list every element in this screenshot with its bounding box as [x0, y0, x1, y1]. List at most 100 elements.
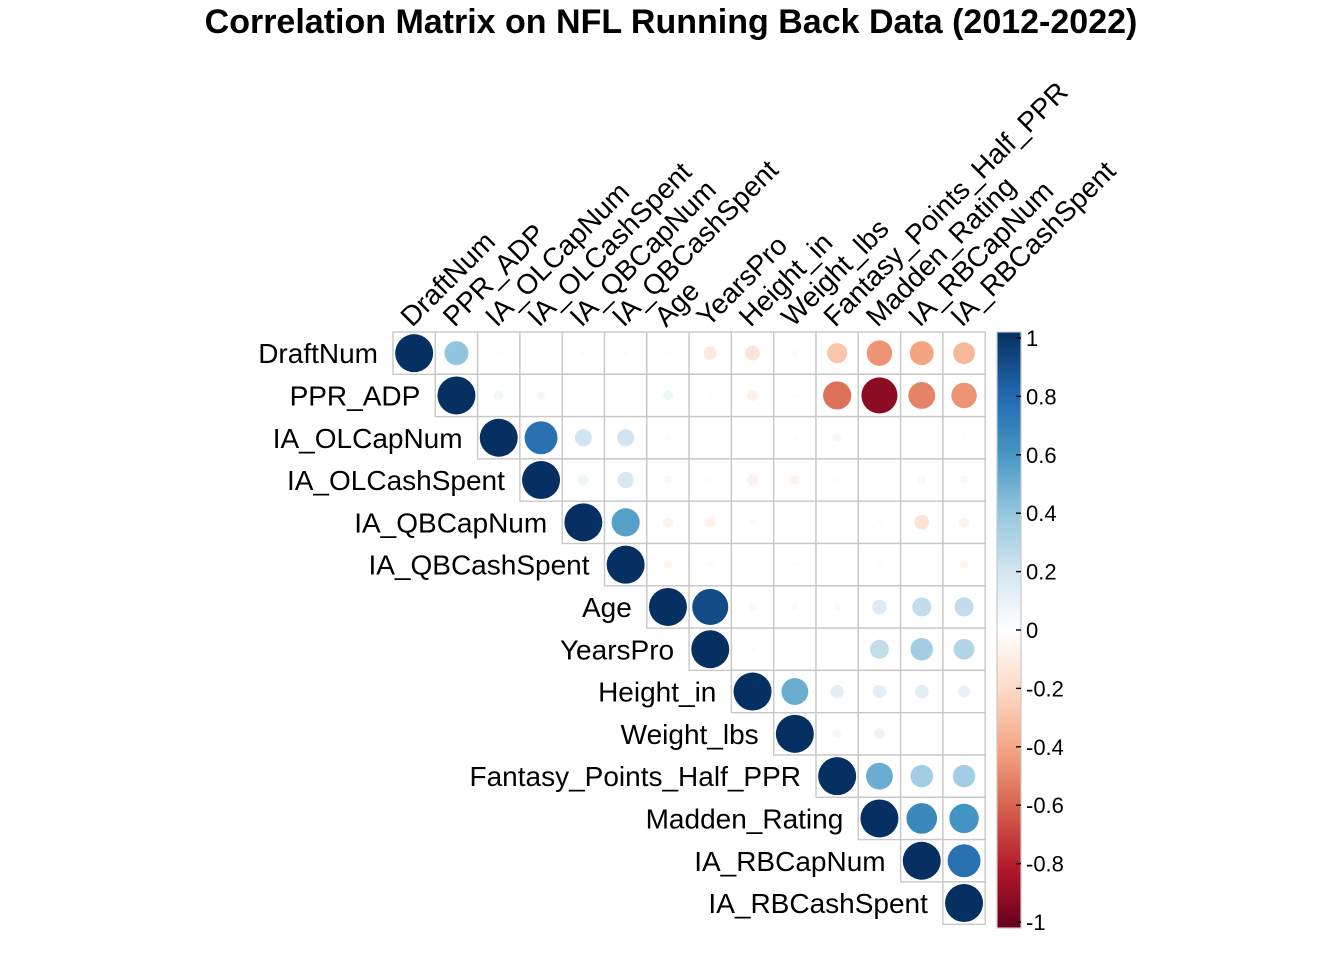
row-label: YearsPro: [560, 634, 674, 665]
row-labels: DraftNum PPR_ADP IA_OLCapNum IA_OLCashSpent…: [258, 338, 928, 919]
correlation-circle: [834, 647, 840, 652]
correlation-circle: [834, 477, 840, 483]
correlation-circle: [792, 435, 798, 441]
correlation-circle: [662, 517, 673, 528]
correlation-circle: [606, 545, 645, 584]
correlation-circle: [861, 377, 898, 414]
matrix-cell: [942, 415, 986, 460]
row-label: Age: [582, 592, 632, 623]
correlation-circle: [914, 514, 930, 530]
correlation-circle: [577, 474, 589, 486]
correlation-circle: [444, 341, 469, 366]
correlation-circle: [622, 350, 629, 356]
correlation-circle: [961, 435, 967, 440]
correlation-circle: [622, 392, 629, 399]
correlation-circle: [953, 342, 975, 365]
matrix-cell: [942, 585, 986, 629]
correlation-circle: [951, 382, 977, 409]
row-label: IA_QBCashSpent: [368, 550, 589, 581]
correlation-circle: [750, 435, 755, 440]
row-label: Weight_lbs: [621, 719, 759, 750]
colorbar-tick-label: 0.6: [1026, 443, 1057, 468]
correlation-circle: [708, 435, 713, 440]
correlation-circle: [834, 520, 840, 525]
correlation-circle: [959, 475, 969, 485]
row-label: IA_QBCapNum: [354, 507, 547, 538]
correlation-circle: [745, 345, 760, 361]
correlation-circle: [860, 799, 899, 838]
correlation-circle: [747, 390, 758, 401]
correlation-circle: [869, 639, 889, 659]
correlation-circle: [908, 382, 936, 409]
correlation-circle: [437, 376, 476, 415]
correlation-circle: [662, 390, 673, 401]
correlation-circle: [914, 684, 929, 699]
correlation-circle: [910, 764, 933, 788]
correlation-circle: [919, 435, 924, 440]
correlation-circle: [909, 341, 934, 366]
correlation-circle: [648, 587, 687, 626]
correlation-circle: [953, 638, 975, 660]
correlation-circle: [792, 647, 798, 652]
correlation-circle: [792, 520, 798, 525]
correlation-circle: [912, 597, 932, 617]
correlation-circle: [917, 475, 926, 485]
correlation-circle: [617, 429, 635, 447]
correlation-circle: [832, 729, 842, 739]
correlation-circle: [830, 684, 844, 699]
row-label: IA_RBCashSpent: [708, 888, 928, 919]
correlation-circle: [536, 391, 546, 400]
correlation-circle: [958, 685, 971, 698]
correlation-circle: [524, 421, 558, 455]
correlation-circle: [703, 346, 717, 360]
correlation-circle: [792, 392, 798, 399]
colorbar-tick-label: -0.8: [1026, 852, 1064, 877]
colorbar-tick-label: 0: [1026, 618, 1038, 643]
correlation-circle: [706, 561, 714, 568]
color-legend: 1 0.8 0.6 0.4 0.2 0 -0.2 -0.4 -0.6 -0.8 -1: [996, 326, 1064, 935]
column-labels: DraftNumPPR_ADPIA_OLCapNumIA_OLCashSpent…: [394, 76, 1121, 332]
correlation-circle: [749, 519, 756, 526]
correlation-circle: [876, 477, 883, 483]
correlation-circle: [947, 844, 981, 878]
correlation-circle: [876, 561, 883, 568]
row-label: Madden_Rating: [646, 803, 844, 834]
chart-title: Correlation Matrix on NFL Running Back D…: [205, 3, 1138, 41]
colorbar-tick-label: -0.2: [1026, 676, 1064, 701]
row-label: Height_in: [598, 677, 716, 708]
correlation-circle: [833, 603, 841, 611]
correlation-circle: [496, 350, 502, 356]
correlation-circle: [961, 731, 967, 737]
correlation-circle: [663, 560, 673, 569]
correlation-circle: [906, 803, 938, 834]
row-label: IA_RBCapNum: [694, 846, 885, 877]
correlation-circle: [708, 393, 713, 398]
correlation-circle: [832, 433, 842, 442]
correlation-circle: [749, 646, 756, 652]
correlation-circle: [919, 561, 925, 568]
colorbar-tick-label: 1: [1026, 326, 1038, 351]
correlation-circle: [902, 841, 941, 880]
correlation-circle: [395, 334, 434, 373]
colorbar-tick-label: 0.8: [1026, 384, 1057, 409]
correlation-circle: [581, 393, 586, 398]
matrix-cell: [688, 331, 733, 375]
matrix-cell: [942, 331, 986, 375]
correlation-circle: [580, 350, 587, 356]
correlation-circle: [750, 562, 755, 567]
correlation-circle: [564, 503, 603, 542]
correlation-circle: [663, 475, 673, 485]
correlation-circle: [823, 381, 852, 410]
correlation-circle: [617, 471, 634, 489]
correlation-circle: [834, 562, 840, 567]
correlation-circle: [876, 519, 883, 526]
correlation-circle: [522, 461, 561, 500]
correlation-circle: [791, 603, 799, 611]
correlation-circle: [866, 762, 893, 790]
correlation-circle: [792, 561, 798, 568]
correlation-circle: [954, 597, 974, 617]
row-label: Fantasy_Points_Half_PPR: [469, 761, 801, 792]
row-label: IA_OLCapNum: [273, 423, 463, 454]
correlation-circle: [692, 588, 729, 625]
